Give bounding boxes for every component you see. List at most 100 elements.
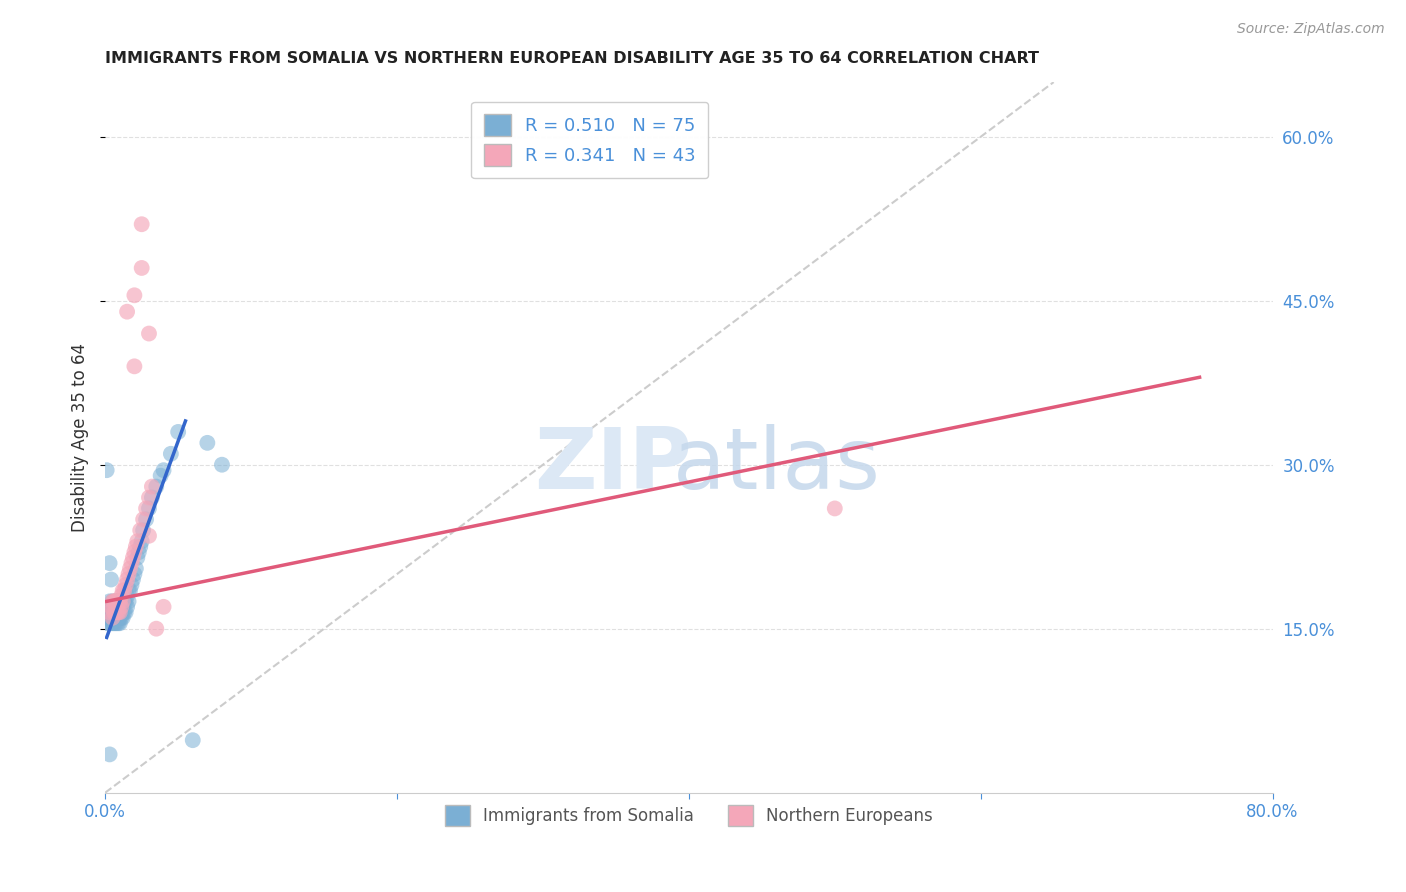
Point: [104, 605, 127, 619]
Point: [122, 550, 145, 565]
Point: [824, 501, 846, 516]
Point: [111, 605, 134, 619]
Point: [105, 616, 128, 631]
Point: [115, 573, 138, 587]
Point: [138, 529, 160, 543]
Point: [101, 611, 124, 625]
Point: [103, 605, 125, 619]
Point: [135, 501, 157, 516]
Point: [131, 217, 153, 231]
Point: [132, 524, 155, 538]
Point: [110, 594, 132, 608]
Point: [111, 583, 134, 598]
Point: [124, 288, 146, 302]
Point: [138, 326, 160, 341]
Point: [103, 594, 125, 608]
Point: [124, 567, 146, 582]
Point: [127, 534, 149, 549]
Point: [110, 605, 132, 619]
Text: Source: ZipAtlas.com: Source: ZipAtlas.com: [1237, 22, 1385, 37]
Point: [103, 605, 125, 619]
Point: [108, 616, 131, 631]
Point: [107, 616, 129, 631]
Point: [107, 605, 129, 619]
Point: [138, 491, 160, 505]
Point: [104, 611, 127, 625]
Point: [104, 599, 127, 614]
Point: [103, 611, 125, 625]
Point: [111, 611, 134, 625]
Point: [195, 435, 218, 450]
Point: [141, 491, 163, 505]
Point: [149, 468, 172, 483]
Point: [117, 594, 139, 608]
Point: [115, 599, 138, 614]
Point: [108, 611, 131, 625]
Point: [114, 578, 136, 592]
Point: [152, 599, 174, 614]
Point: [103, 599, 125, 614]
Point: [101, 594, 124, 608]
Point: [124, 359, 146, 374]
Point: [110, 599, 132, 614]
Point: [117, 583, 139, 598]
Point: [100, 611, 122, 625]
Point: [105, 599, 128, 614]
Point: [107, 605, 129, 619]
Point: [105, 594, 128, 608]
Point: [131, 260, 153, 275]
Point: [181, 733, 204, 747]
Point: [132, 512, 155, 526]
Point: [98, 747, 121, 762]
Point: [104, 594, 127, 608]
Point: [115, 304, 138, 318]
Point: [118, 561, 141, 575]
Point: [129, 524, 152, 538]
Point: [129, 540, 152, 554]
Point: [211, 458, 233, 472]
Point: [110, 611, 132, 625]
Point: [105, 611, 128, 625]
Point: [128, 545, 150, 559]
Point: [104, 616, 127, 631]
Text: IMMIGRANTS FROM SOMALIA VS NORTHERN EUROPEAN DISABILITY AGE 35 TO 64 CORRELATION: IMMIGRANTS FROM SOMALIA VS NORTHERN EURO…: [105, 51, 1039, 66]
Point: [103, 616, 125, 631]
Point: [98, 616, 121, 631]
Point: [121, 556, 143, 570]
Legend: Immigrants from Somalia, Northern Europeans: Immigrants from Somalia, Northern Europe…: [437, 797, 941, 834]
Point: [124, 545, 146, 559]
Point: [122, 573, 145, 587]
Point: [114, 605, 136, 619]
Point: [125, 540, 148, 554]
Point: [100, 573, 122, 587]
Point: [107, 594, 129, 608]
Point: [101, 594, 124, 608]
Point: [105, 605, 128, 619]
Point: [98, 556, 121, 570]
Point: [100, 599, 122, 614]
Point: [141, 479, 163, 493]
Point: [131, 534, 153, 549]
Text: atlas: atlas: [672, 425, 880, 508]
Point: [111, 594, 134, 608]
Point: [98, 605, 121, 619]
Point: [160, 447, 183, 461]
Point: [97, 605, 120, 619]
Point: [96, 463, 118, 477]
Point: [101, 605, 124, 619]
Point: [98, 611, 121, 625]
Point: [107, 611, 129, 625]
Point: [135, 512, 157, 526]
Point: [100, 599, 122, 614]
Point: [97, 611, 120, 625]
Point: [98, 599, 121, 614]
Point: [108, 605, 131, 619]
Point: [110, 589, 132, 603]
Point: [96, 616, 118, 631]
Point: [145, 479, 167, 493]
Point: [127, 550, 149, 565]
Point: [104, 605, 127, 619]
Point: [112, 605, 135, 619]
Point: [118, 583, 141, 598]
Point: [108, 599, 131, 614]
